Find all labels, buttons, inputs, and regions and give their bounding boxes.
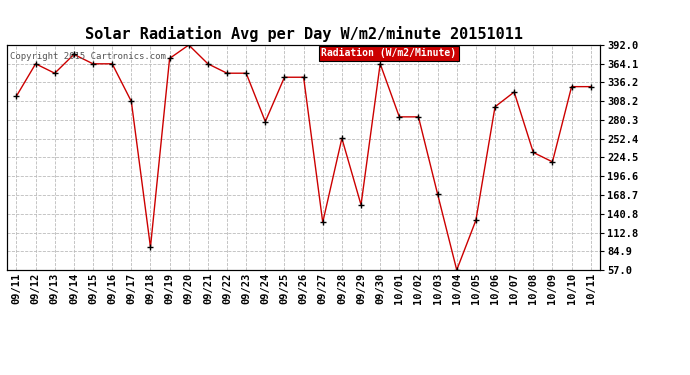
Text: Copyright 2015 Cartronics.com: Copyright 2015 Cartronics.com [10,52,166,61]
Text: Radiation (W/m2/Minute): Radiation (W/m2/Minute) [322,48,457,58]
Title: Solar Radiation Avg per Day W/m2/minute 20151011: Solar Radiation Avg per Day W/m2/minute … [85,27,522,42]
